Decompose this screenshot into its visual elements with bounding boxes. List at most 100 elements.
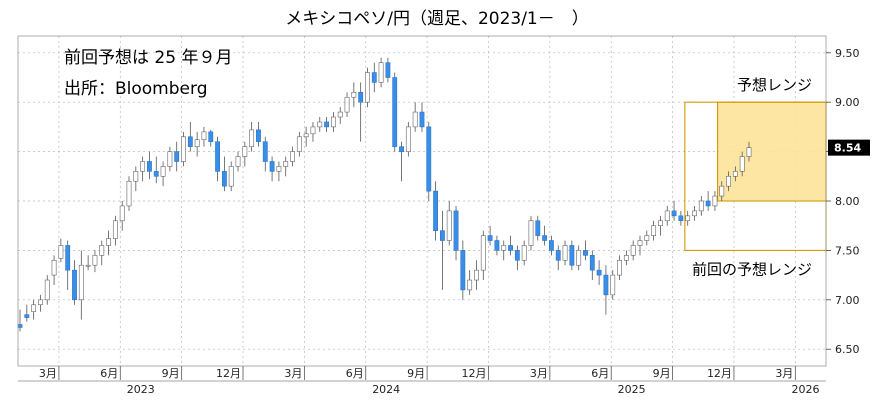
note-source: 出所：Bloomberg	[64, 79, 207, 99]
forecast-range-box	[717, 101, 827, 202]
candle-body	[371, 72, 377, 83]
candle-body	[419, 111, 425, 128]
candle-body	[78, 264, 84, 301]
candle-body	[610, 274, 616, 296]
candle-body	[439, 230, 445, 241]
candle-body	[44, 279, 50, 301]
candle-body	[249, 129, 255, 147]
candle-body	[446, 210, 452, 241]
candle-body	[262, 141, 268, 162]
forecast-range-label: 予想レンジ	[737, 76, 812, 94]
candle-body	[487, 235, 493, 241]
y-tick-label: 9.00	[835, 96, 860, 109]
candle-body	[112, 220, 118, 239]
x-year-label: 2025	[618, 383, 646, 396]
y-tick-label: 6.50	[835, 343, 860, 356]
candle-body	[85, 264, 91, 267]
candle-body	[153, 171, 159, 177]
candle-body	[358, 92, 364, 103]
candle-body	[51, 259, 57, 276]
candle-body	[119, 205, 125, 222]
candle-body	[412, 111, 418, 128]
candle-body	[181, 136, 186, 162]
candle-body	[589, 255, 595, 271]
candle-body	[324, 121, 330, 128]
candle-body	[501, 245, 507, 251]
candle-body	[160, 166, 166, 177]
candle-body	[528, 220, 534, 246]
candle-body	[344, 96, 350, 113]
candle-body	[698, 200, 704, 212]
candle-body	[17, 324, 23, 328]
candle-body	[65, 245, 71, 271]
candle-body	[31, 304, 37, 312]
candle-body	[739, 156, 745, 172]
x-month-label: 12月	[461, 367, 486, 380]
candle-body	[24, 314, 30, 318]
candle-body	[126, 180, 132, 207]
candle-body	[38, 299, 43, 306]
candle-body	[705, 200, 711, 207]
x-year-label: 2023	[127, 383, 155, 396]
candle-body	[542, 235, 548, 241]
axes: 6.507.007.508.008.509.009.503月6月9月12月3月6…	[17, 35, 870, 396]
candle-body	[317, 121, 323, 128]
candle-body	[685, 215, 691, 222]
x-month-label: 3月	[39, 367, 57, 380]
candle-body	[208, 131, 214, 143]
candle-body	[651, 225, 657, 236]
y-tick-label: 7.50	[835, 244, 860, 257]
x-month-label: 6月	[346, 367, 364, 380]
candle-body	[378, 62, 384, 83]
candle-body	[187, 136, 193, 147]
candle-body	[658, 220, 663, 227]
candle-body	[508, 245, 513, 251]
candle-body	[235, 156, 241, 167]
x-year-label: 2024	[372, 383, 400, 396]
candle-body	[426, 126, 432, 192]
candle-body	[603, 274, 609, 296]
candle-body	[194, 139, 200, 147]
note-previous-forecast: 前回予想は 25 年９月	[64, 48, 232, 68]
candle-body	[562, 245, 568, 261]
candle-body	[405, 126, 411, 152]
candle-body	[133, 171, 139, 182]
candle-body	[72, 269, 77, 301]
candle-body	[385, 62, 391, 78]
candle-body	[576, 250, 582, 266]
candle-body	[147, 161, 152, 172]
candle-body	[467, 279, 473, 291]
candle-body	[365, 72, 370, 103]
candle-body	[242, 146, 248, 157]
candle-body	[521, 245, 527, 261]
candle-body	[623, 255, 629, 261]
candle-body	[167, 151, 173, 167]
candle-body	[596, 269, 602, 276]
candle-body	[732, 171, 738, 177]
candle-body	[106, 238, 111, 246]
x-month-label: 12月	[216, 367, 241, 380]
candle-body	[221, 171, 227, 187]
candle-body	[712, 195, 718, 207]
x-month-label: 9月	[407, 367, 425, 380]
y-tick-label: 7.00	[835, 294, 860, 307]
candle-body	[201, 131, 207, 141]
candle-body	[351, 92, 357, 98]
x-month-label: 3月	[530, 367, 548, 380]
last-value-label: 8.54	[834, 142, 861, 155]
candle-body	[480, 235, 486, 271]
candle-body	[692, 210, 697, 217]
candle-body	[555, 250, 561, 261]
candle-body	[99, 245, 105, 256]
candle-body	[617, 259, 622, 276]
candle-body	[296, 136, 302, 152]
candle-body	[630, 245, 636, 256]
candle-body	[58, 245, 64, 259]
last-value-badge	[828, 139, 870, 156]
candle-body	[330, 116, 336, 128]
candle-body	[215, 141, 220, 172]
x-month-label: 6月	[591, 367, 609, 380]
candle-body	[392, 77, 398, 147]
candle-body	[433, 190, 439, 231]
candle-body	[719, 185, 725, 197]
